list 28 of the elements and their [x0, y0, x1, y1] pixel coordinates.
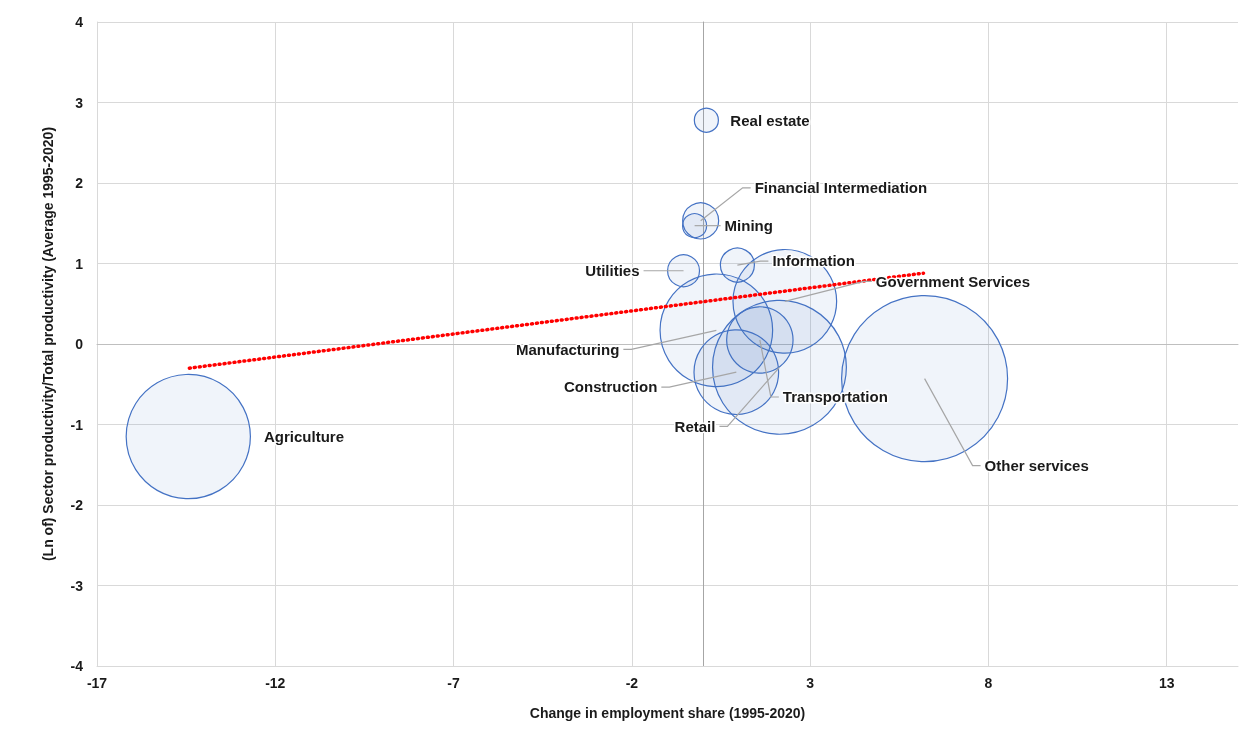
x-tick-label: 8: [984, 675, 993, 691]
x-axis-title: Change in employment share (1995-2020): [529, 705, 806, 721]
y-tick-label: -1: [70, 416, 84, 433]
y-axis-title: (Ln of) Sector productivity/Total productivity (Average 1995-2020): [40, 126, 56, 562]
annotation: Utilities: [585, 261, 640, 279]
y-tick-label: 3: [75, 94, 84, 111]
y-tick-label: 2: [75, 175, 84, 191]
x-tick-label: -12: [265, 675, 286, 691]
x-tick-label: -17: [86, 675, 108, 691]
y-tick-label: 1: [75, 255, 84, 272]
y-tick-label: -4: [70, 658, 84, 674]
y-tick-label: 4: [75, 14, 84, 30]
y-tick-label: 0: [75, 336, 84, 352]
annotation: Retail: [674, 417, 716, 435]
annotation: Construction: [563, 378, 658, 396]
annotation: Government Services: [875, 272, 1031, 290]
y-tick-label: -2: [70, 497, 84, 513]
annotation: Real estate: [730, 112, 810, 130]
annotation: Mining: [724, 216, 773, 234]
annotation: Financial Intermediation: [754, 179, 928, 197]
annotation: Other services: [984, 456, 1089, 474]
x-tick-label: -7: [447, 675, 460, 691]
annotation: Manufacturing: [516, 340, 620, 358]
x-tick-label: 13: [1158, 675, 1175, 691]
x-tick-label: 3: [806, 675, 815, 691]
y-tick-label: -3: [70, 577, 84, 594]
annotation: Agriculture: [264, 428, 345, 446]
x-tick-label: -2: [625, 675, 639, 691]
